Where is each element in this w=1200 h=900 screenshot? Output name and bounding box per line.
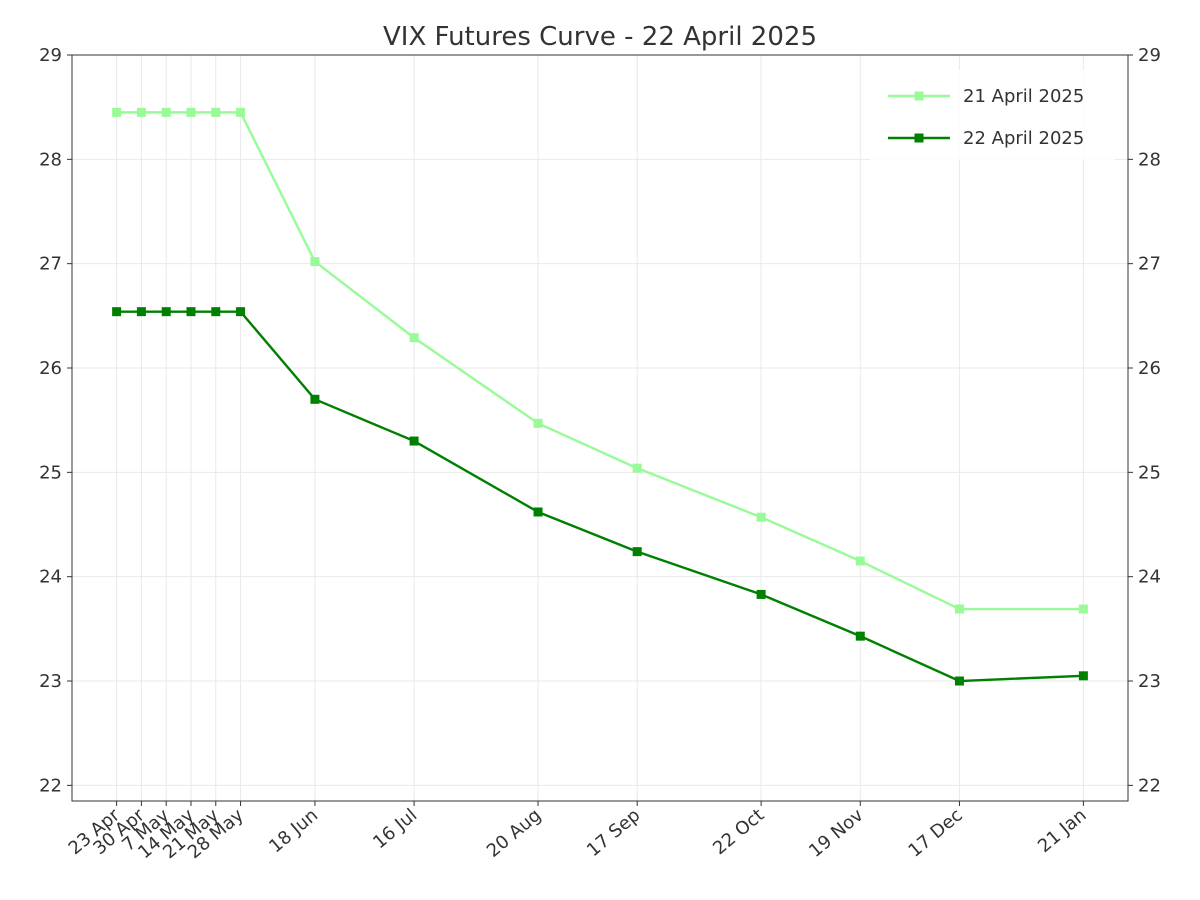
y-tick-label-right: 25 [1138, 462, 1161, 483]
y-tick-label-right: 23 [1138, 671, 1161, 692]
series-1-point [161, 107, 171, 117]
y-tick-label-right: 27 [1138, 254, 1161, 275]
y-tick-label-right: 29 [1138, 45, 1161, 66]
series-1-point [136, 107, 146, 117]
y-tick-label-left: 29 [39, 45, 62, 66]
series-2-point [533, 507, 543, 517]
series-1-point [310, 257, 320, 267]
series-2-point [186, 307, 196, 317]
series-2-point [310, 394, 320, 404]
series-2-point [112, 307, 122, 317]
series-2-point [632, 547, 642, 557]
series-1-point [112, 107, 122, 117]
y-tick-label-left: 25 [39, 462, 62, 483]
series-2-point [136, 307, 146, 317]
series-1-point [632, 463, 642, 473]
series-1-point [211, 107, 221, 117]
series-1-point [186, 107, 196, 117]
series-2-point [161, 307, 171, 317]
series-2-point [1078, 671, 1088, 681]
y-tick-label-right: 22 [1138, 775, 1161, 796]
legend-marker-2 [914, 133, 924, 143]
series-1-point [954, 604, 964, 614]
series-2-point [756, 589, 766, 599]
legend: 21 April 2025 22 April 2025 [870, 70, 1115, 160]
legend-marker-1 [914, 91, 924, 101]
y-tick-label-right: 24 [1138, 567, 1161, 588]
series-1-point [1078, 604, 1088, 614]
y-tick-label-left: 23 [39, 671, 62, 692]
series-1-point [756, 512, 766, 522]
y-tick-label-left: 22 [39, 775, 62, 796]
series-2-point [236, 307, 246, 317]
y-tick-label-right: 28 [1138, 149, 1161, 170]
legend-box [870, 70, 1115, 160]
series-2-point [409, 436, 419, 446]
series-layer [112, 107, 1088, 686]
y-tick-label-right: 26 [1138, 358, 1161, 379]
series-2-point [855, 631, 865, 641]
series-1-point [409, 333, 419, 343]
series-1-point [236, 107, 246, 117]
chart-title: VIX Futures Curve - 22 April 2025 [383, 22, 817, 52]
legend-label-2: 22 April 2025 [963, 128, 1084, 149]
series-1-point [855, 556, 865, 566]
series-1-point [533, 418, 543, 428]
series-2-point [211, 307, 221, 317]
plot-frame [71, 54, 1129, 802]
y-tick-label-left: 28 [39, 149, 62, 170]
series-2-point [954, 676, 964, 686]
legend-label-1: 21 April 2025 [963, 86, 1084, 107]
y-tick-label-left: 26 [39, 358, 62, 379]
y-tick-label-left: 27 [39, 254, 62, 275]
y-tick-label-left: 24 [39, 567, 62, 588]
